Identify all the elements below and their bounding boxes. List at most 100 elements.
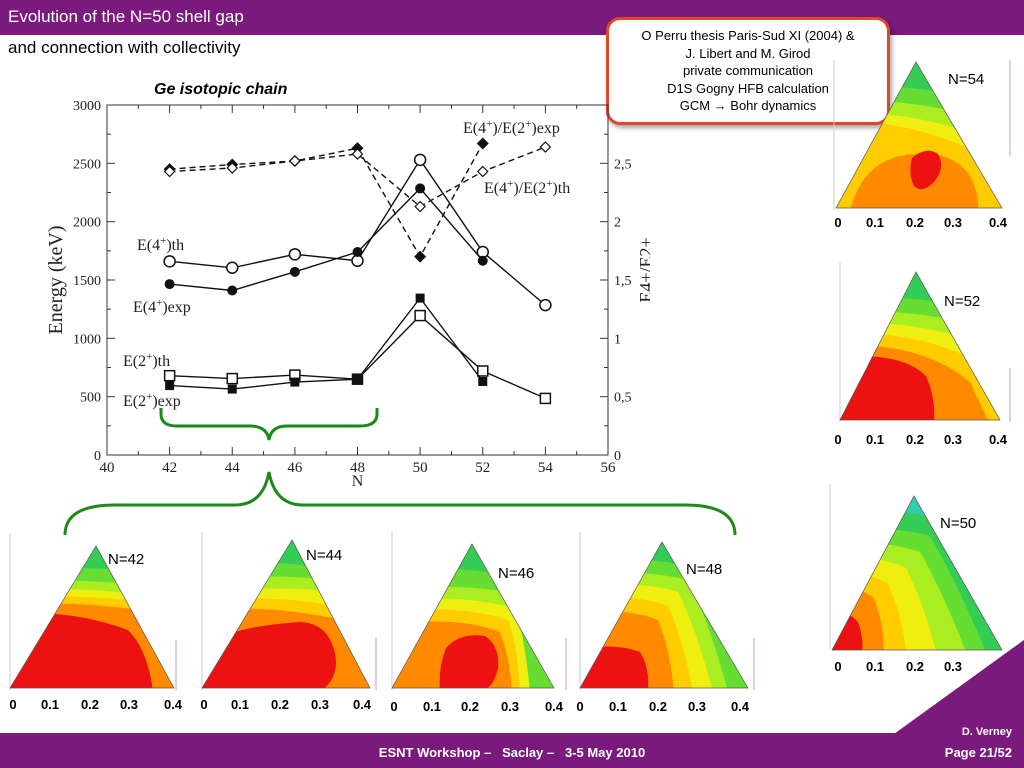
map-label: N=52 [944,293,980,310]
y2-tick-label: 1,5 [614,274,632,289]
map-axis-tick-label: 0.4 [353,697,372,712]
x-tick-label: 46 [287,460,303,476]
map-axis-tick-label: 0.1 [866,659,884,674]
reference-line: O Perru thesis Paris-Sud XI (2004) & [641,28,855,43]
author: D. Verney [961,726,1012,738]
map-n48: N=48 [579,532,755,690]
data-point [165,381,175,391]
x-tick-label: 40 [100,460,115,476]
y2-tick-label: 2,5 [614,157,632,172]
map-axis-tick-label: 0 [834,215,841,230]
map-label: N=48 [686,561,722,578]
reference-line: D1S Gogny HFB calculation [667,80,829,96]
data-point [476,165,489,178]
data-point [227,285,238,296]
map-axis-tick-label: 0.1 [231,697,249,712]
map-axis-tick-label: 0 [200,697,207,712]
y-axis-label: Energy (keV) [45,225,67,334]
data-point [476,137,489,150]
series-annotation: E(4+)/E(2+)th [484,178,570,197]
corner-decoration [894,640,1024,734]
x-tick-label: 52 [475,460,490,476]
bottom-brace [63,471,737,536]
series-annotation: E(2+)exp [123,391,181,410]
map-axes-right: 0 0.1 0.2 0.3 0.4 0 0.1 0.2 0.3 0.4 0 0.1 0.2 0.3 [834,215,1007,674]
map-axis-tick-label: 0.4 [545,699,564,714]
map-axis-tick-label: 0.2 [81,697,99,712]
map-axis-tick-label: 0.3 [311,697,329,712]
slide-title-line1: Evolution of the N=50 shell gap [8,7,244,26]
map-axis-tick-label: 0.3 [688,699,706,714]
map-axis-tick-label: 0.3 [944,432,962,447]
x-tick-label: 42 [162,460,177,476]
series-annotation: E(4+)/E(2+)exp [463,118,560,137]
series-line [169,296,484,390]
map-axes: 0 0.1 0.2 0.3 0.4 0 0.1 0.2 0.3 0.4 0 0.1 0.2 0.3 0.4 0… [9,697,750,714]
reference-line: J. Libert and M. Girod [685,45,811,61]
map-n50: N=50 [829,484,1003,651]
map-axis-tick-label: 0 [576,699,583,714]
data-point [226,261,239,274]
reference-box: O Perru thesis Paris-Sud XI (2004) & J. … [606,17,890,125]
map-n44: N=44 [201,532,377,690]
data-point [164,279,175,290]
map-axis-tick-label: 0.2 [906,432,924,447]
y-tick-label: 500 [80,391,101,406]
series-line [169,143,484,259]
data-point [226,372,238,385]
y-tick-label: 1000 [73,332,101,347]
data-point [415,183,426,194]
series-annotation: E(2+)th [123,351,170,370]
data-point [414,200,426,213]
series-line [169,314,546,400]
y2-tick-label: 0 [614,449,621,464]
data-point [227,384,237,394]
y-tick-label: 1500 [73,274,101,289]
map-axis-tick-label: 0.2 [649,699,667,714]
map-n52: N=52 [839,262,1011,422]
map-axis-tick-label: 0.2 [461,699,479,714]
x-tick-label: 48 [350,460,365,476]
map-axis-tick-label: 0.3 [501,699,519,714]
map-axis-tick-label: 0.1 [866,432,884,447]
series-annotation: E(4+)exp [133,297,191,316]
reference-line: GCM → Bohr dynamics [679,98,817,113]
data-point [414,250,427,263]
data-point [353,374,362,384]
map-axis-tick-label: 0.3 [120,697,138,712]
data-point [289,266,300,277]
series-annotation: E(4+)th [137,235,184,254]
y-tick-label: 3000 [73,99,101,114]
top-brace [159,408,379,441]
data-point [415,293,425,303]
reference-line: private communication [682,63,814,78]
energy-chart: 40 42 44 46 48 50 52 54 560500100015002000250030… [45,99,650,490]
y-tick-label: 2000 [73,216,101,231]
data-point [226,162,239,174]
data-point [163,165,176,178]
map-label: N=42 [108,551,144,568]
data-point [477,255,488,266]
x-tick-label: 56 [601,460,617,476]
map-axis-tick-label: 0 [834,659,841,674]
y-tick-label: 2500 [73,157,101,172]
grouping-bracket [63,408,737,536]
map-label: N=54 [948,71,984,88]
data-point [163,255,176,268]
map-axis-tick-label: 0.4 [731,699,750,714]
data-point [539,141,552,153]
map-axis-tick-label: 0.1 [423,699,441,714]
data-point [414,309,426,322]
map-axis-tick-label: 0 [834,432,841,447]
map-n46: N=46 [391,532,567,690]
data-point [477,365,489,377]
map-n42: N=42 [9,534,177,690]
data-point [539,392,552,405]
data-point [539,298,552,312]
map-axis-tick-label: 0.3 [944,659,962,674]
x-tick-label: 44 [225,460,241,476]
footer-text: ESNT Workshop – Saclay – 3-5 May 2010 [378,745,646,760]
data-point [163,369,176,382]
x-axis-label: N [352,473,364,490]
data-point [289,155,301,167]
